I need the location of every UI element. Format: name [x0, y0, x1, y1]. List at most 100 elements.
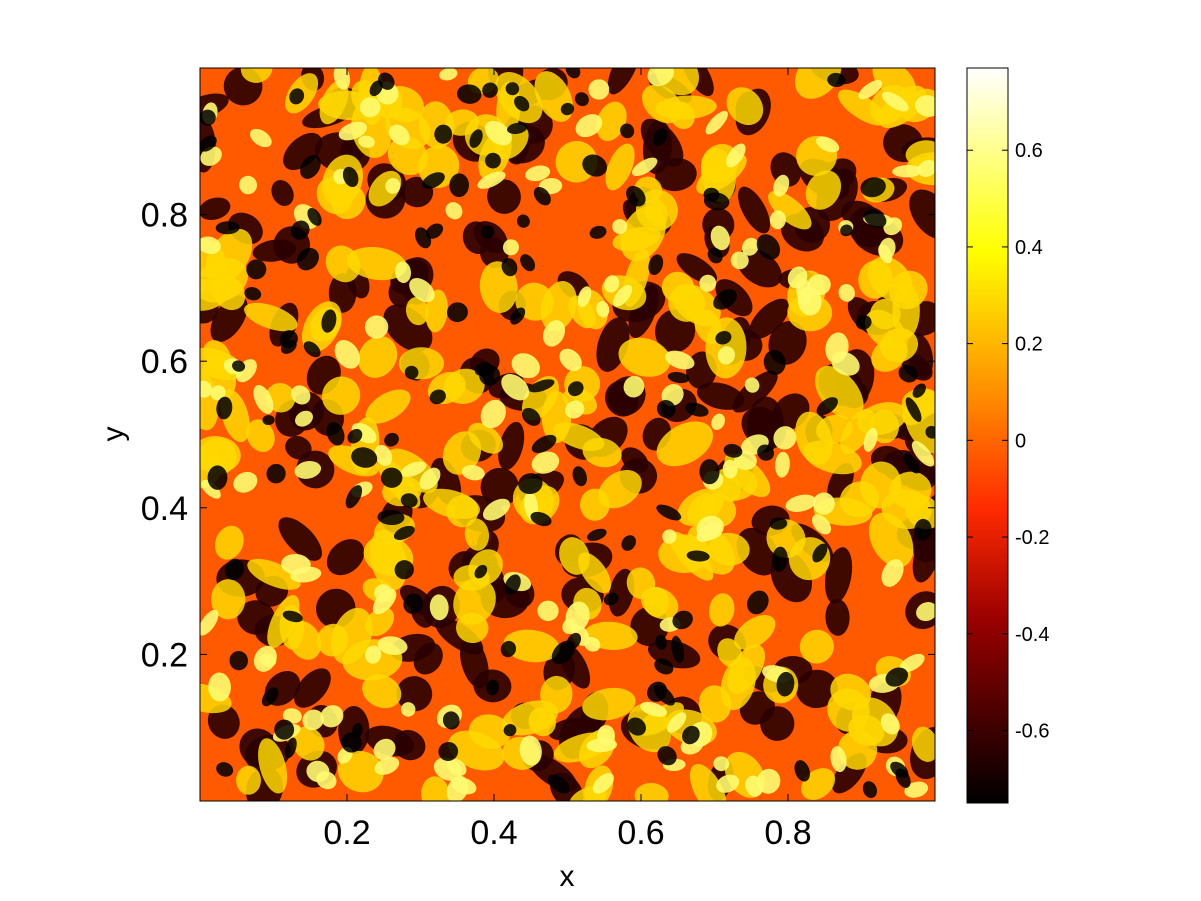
heatmap-peak-spot: [239, 175, 258, 195]
heatmap-high-spot: [905, 494, 935, 530]
heatmap-peak-spot: [722, 459, 738, 479]
heatmap-high-spot: [838, 89, 887, 126]
heatmap-trough-spot: [603, 592, 619, 606]
heatmap-high-spot: [541, 391, 572, 444]
heatmap-trough-spot: [531, 434, 557, 454]
heatmap-trough-spot: [380, 467, 403, 488]
heatmap-trough-spot: [723, 443, 743, 458]
heatmap-high-spot: [578, 552, 612, 594]
heatmap-peak-spot: [359, 97, 381, 118]
heatmap-trough-spot: [422, 172, 445, 189]
heatmap-trough-spot: [672, 610, 693, 630]
heatmap-trough-spot: [657, 746, 677, 766]
x-tick-label: 0.4: [470, 814, 517, 852]
heatmap-trough-spot: [414, 227, 432, 249]
heatmap-low-spot: [480, 467, 519, 507]
heatmap-peak-spot: [565, 601, 590, 632]
heatmap-trough-spot: [216, 762, 234, 777]
heatmap-peak-spot: [904, 781, 929, 798]
heatmap-high-spot: [443, 368, 485, 405]
heatmap-high-spot: [442, 431, 482, 475]
heatmap-low-spot: [207, 704, 240, 739]
y-tick-label: 0.8: [141, 197, 188, 235]
heatmap-trough-spot: [912, 383, 926, 398]
heatmap-trough-spot: [620, 123, 635, 139]
heatmap-high-spot: [596, 101, 627, 142]
heatmap-peak-spot: [858, 79, 883, 100]
heatmap-trough-spot: [400, 493, 418, 508]
colorbar-gradient: [966, 67, 1009, 804]
heatmap-high-spot: [319, 80, 349, 125]
heatmap-high-spot: [387, 136, 428, 176]
y-axis-label: y: [97, 427, 130, 442]
heatmap-trough-spot: [533, 186, 551, 206]
heatmap-peak-spot: [249, 128, 272, 148]
heatmap-high-spot: [689, 763, 727, 801]
heatmap-high-spot: [805, 170, 842, 210]
heatmap-peak-spot: [461, 464, 485, 481]
heatmap-high-spot: [211, 579, 246, 620]
heatmap-low-spot: [498, 421, 525, 470]
heatmap-trough-spot: [347, 428, 363, 444]
heatmap-high-spot: [258, 738, 288, 794]
heatmap-trough-spot: [514, 95, 530, 112]
heatmap-trough-spot: [686, 550, 710, 562]
y-tick-label: 0.4: [141, 490, 188, 528]
heatmap-high-spot: [880, 328, 919, 363]
heatmap-trough-spot: [505, 82, 520, 96]
heatmap-low-spot: [278, 517, 323, 561]
heatmap-peak-spot: [374, 756, 400, 775]
heatmap-low-spot: [487, 179, 521, 214]
heatmap-trough-spot: [300, 154, 321, 179]
heatmap-trough-spot: [282, 610, 303, 623]
heatmap-high-spot: [240, 68, 273, 83]
heatmap-trough-spot: [279, 330, 298, 348]
heatmap-high-spot: [362, 674, 402, 709]
heatmap-peak-spot: [699, 274, 717, 292]
heatmap-trough-spot: [812, 543, 828, 563]
heatmap-peak-spot: [385, 178, 401, 194]
heatmap-trough-spot: [827, 72, 846, 87]
heatmap-high-spot: [708, 593, 735, 627]
heatmap-peak-spot: [501, 373, 530, 401]
heatmap-high-spot: [292, 726, 325, 761]
heatmap-peak-spot: [253, 385, 274, 415]
heatmap-peak-spot: [409, 277, 435, 303]
heatmap-trough-spot: [474, 564, 488, 579]
heatmap-peak-spot: [294, 461, 322, 479]
heatmap-trough-spot: [442, 711, 460, 730]
x-tick-label: 0.2: [323, 814, 370, 852]
heatmap-trough-spot: [503, 724, 517, 737]
heatmap-trough-spot: [266, 463, 286, 484]
heatmap-low-spot: [460, 637, 489, 689]
heatmap-high-spot: [405, 297, 429, 326]
heatmap-peak-spot: [338, 121, 367, 141]
heatmap-trough-spot: [485, 152, 501, 169]
heatmap-peak-spot: [592, 773, 614, 794]
heatmap-trough-spot: [289, 88, 305, 105]
heatmap-high-spot: [794, 68, 842, 99]
heatmap-trough-spot: [574, 92, 589, 107]
heatmap-peak-spot: [604, 275, 620, 293]
heatmap-peak-spot: [785, 494, 817, 513]
heatmap-peak-spot: [812, 492, 835, 515]
heatmap-trough-spot: [860, 177, 886, 198]
heatmap-peak-spot: [373, 738, 396, 761]
heatmap-high-spot: [830, 673, 872, 711]
heatmap-high-spot: [694, 309, 722, 344]
heatmap-peak-spot: [769, 210, 786, 230]
heatmap-peak-spot: [716, 774, 740, 793]
heatmap-high-spot: [316, 623, 349, 657]
heatmap-peak-spot: [374, 584, 392, 601]
heatmap-high-spot: [634, 782, 669, 801]
heatmap-low-spot: [824, 547, 853, 604]
heatmap-high-spot: [605, 143, 635, 191]
heatmap-high-spot: [464, 518, 490, 551]
heatmap-peak-spot: [302, 709, 324, 731]
heatmap-high-spot: [905, 140, 935, 166]
heatmap-trough-spot: [384, 432, 399, 447]
heatmap-peak-spot: [484, 120, 512, 146]
heatmap-peak-spot: [662, 529, 677, 544]
heatmap-trough-spot: [648, 254, 664, 276]
heatmap-peak-spot: [477, 171, 506, 189]
